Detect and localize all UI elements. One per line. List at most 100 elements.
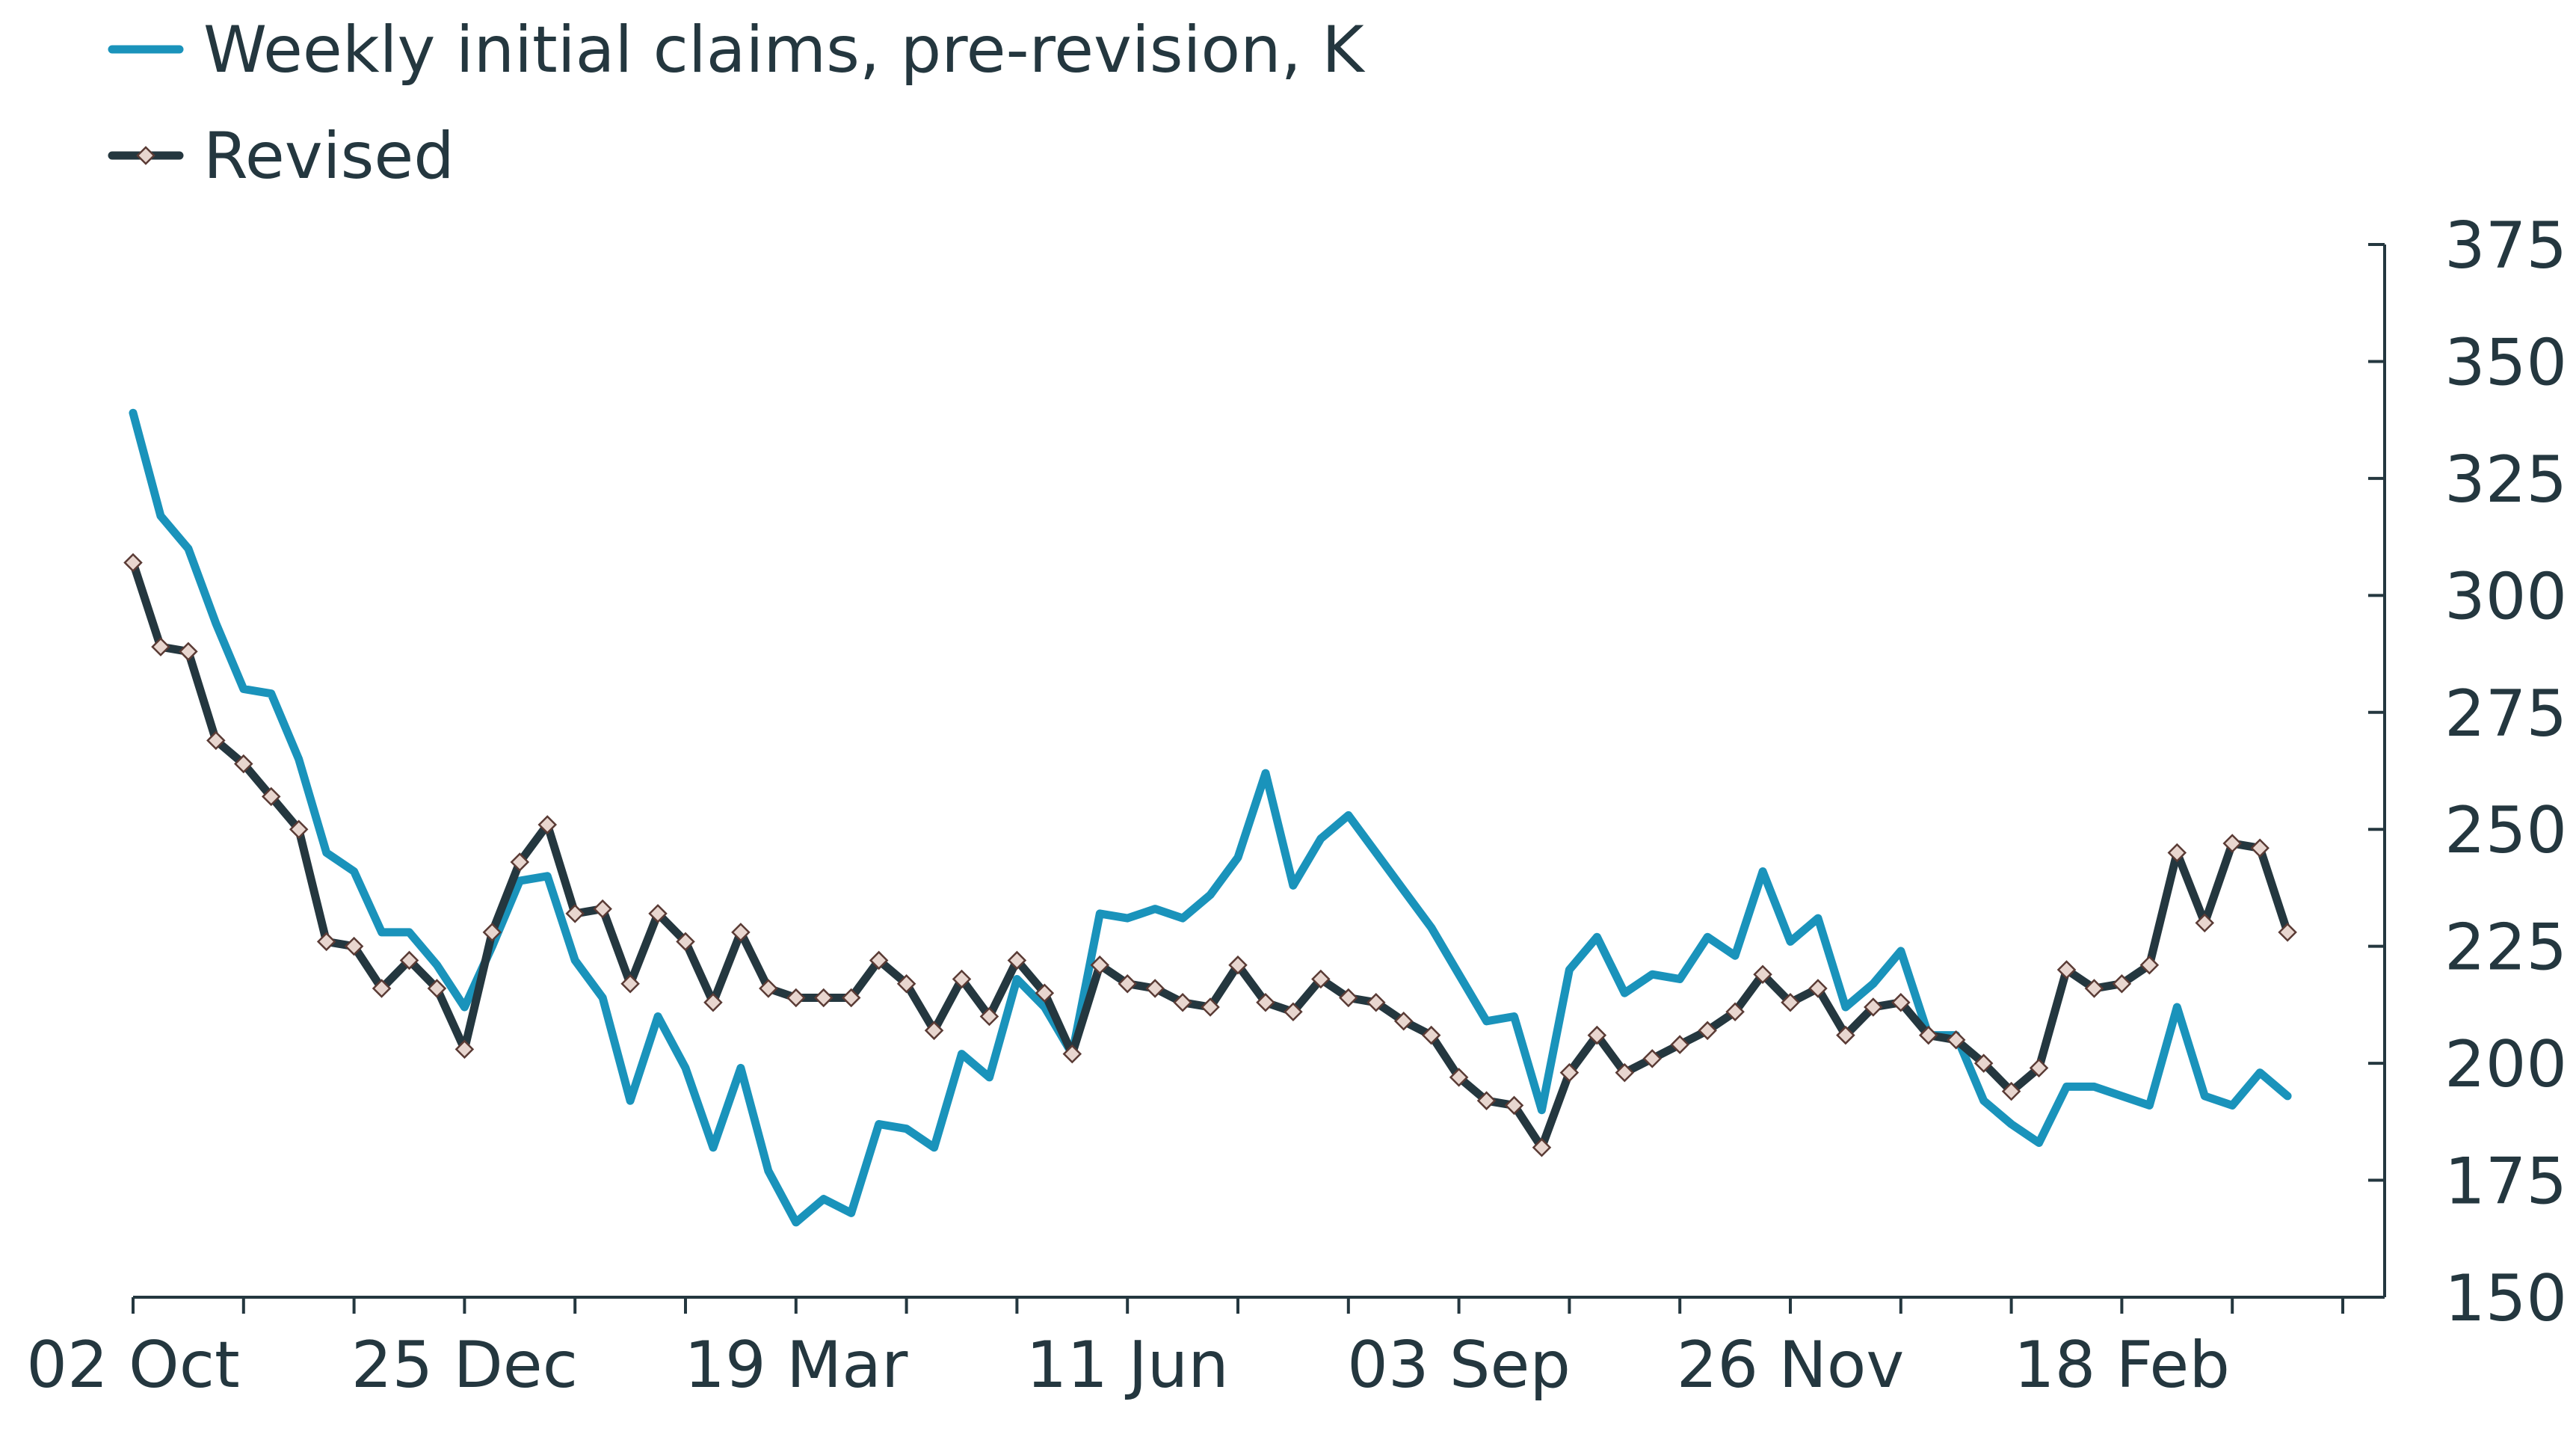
data-point-1 xyxy=(2056,960,2077,979)
data-point-1 xyxy=(2250,838,2270,858)
data-point-1 xyxy=(316,932,336,952)
data-point-1 xyxy=(759,979,778,998)
data-point-1 xyxy=(593,899,612,919)
data-point-1 xyxy=(427,979,447,998)
data-point-1 xyxy=(1670,1035,1689,1054)
data-point-1 xyxy=(1366,992,1386,1012)
data-point-1 xyxy=(2029,1058,2049,1078)
x-tick-label: 11 Jun xyxy=(1026,1328,1229,1403)
data-point-1 xyxy=(1339,988,1358,1008)
data-point-1 xyxy=(1007,950,1027,970)
data-point-1 xyxy=(1891,992,1911,1012)
data-point-1 xyxy=(841,988,861,1008)
data-point-1 xyxy=(813,988,833,1008)
data-point-1 xyxy=(1532,1137,1552,1157)
data-point-1 xyxy=(952,969,972,989)
data-point-1 xyxy=(565,904,585,923)
legend-label-0: Weekly initial claims, pre-revision, K xyxy=(203,13,1366,87)
data-point-1 xyxy=(206,730,226,751)
legend: Weekly initial claims, pre-revision, K Re… xyxy=(108,13,1366,194)
data-point-1 xyxy=(979,1006,999,1027)
data-point-1 xyxy=(2001,1081,2021,1101)
data-point-1 xyxy=(234,754,253,774)
data-point-1 xyxy=(1284,1002,1303,1022)
data-point-1 xyxy=(896,973,916,994)
data-point-1 xyxy=(399,950,419,970)
data-point-1 xyxy=(1393,1012,1414,1031)
data-point-1 xyxy=(676,932,695,952)
data-point-1 xyxy=(1753,965,1772,984)
y-tick-label: 375 xyxy=(2444,209,2567,283)
data-point-1 xyxy=(1836,1025,1855,1045)
data-point-1 xyxy=(1476,1091,1497,1110)
x-tick-label: 26 Nov xyxy=(1677,1328,1905,1403)
data-point-1 xyxy=(869,950,889,970)
data-point-1 xyxy=(289,819,309,839)
x-tick-label: 03 Sep xyxy=(1347,1328,1571,1403)
y-tick-label: 150 xyxy=(2444,1261,2567,1336)
data-point-1 xyxy=(1035,983,1055,1003)
data-point-1 xyxy=(344,936,364,956)
data-point-1 xyxy=(731,923,751,942)
data-point-1 xyxy=(1449,1068,1469,1087)
data-point-1 xyxy=(151,637,170,656)
y-tick-label: 300 xyxy=(2444,559,2567,634)
data-point-1 xyxy=(2084,979,2104,998)
data-point-1 xyxy=(1587,1025,1607,1045)
data-point-1 xyxy=(482,923,502,942)
data-point-1 xyxy=(1201,997,1220,1017)
data-point-1 xyxy=(1090,955,1110,975)
axes: 02 Oct 25 Dec 19 Mar 11 Jun 03 Sep 26 Nov 18 F… xyxy=(26,209,2567,1403)
data-point-1 xyxy=(2167,843,2187,863)
data-point-1 xyxy=(703,992,723,1012)
data-point-1 xyxy=(1725,1002,1745,1022)
data-point-1 xyxy=(123,553,143,573)
y-tick-label: 225 xyxy=(2444,911,2567,985)
series-line-0 xyxy=(129,408,2292,1227)
x-tick-label: 18 Feb xyxy=(2014,1328,2230,1403)
data-point-1 xyxy=(455,1039,475,1059)
x-tick-label: 25 Dec xyxy=(351,1328,578,1403)
data-point-1 xyxy=(1698,1021,1717,1041)
data-point-1 xyxy=(1946,1030,1966,1050)
data-point-1 xyxy=(924,1021,944,1041)
data-point-1 xyxy=(1615,1062,1635,1083)
data-point-1 xyxy=(372,979,392,998)
x-tick-label: 02 Oct xyxy=(26,1328,239,1403)
legend-marker-1 xyxy=(136,146,155,165)
data-point-1 xyxy=(1421,1025,1441,1045)
y-tick-label: 200 xyxy=(2444,1027,2567,1102)
x-tick-label: 19 Mar xyxy=(684,1328,908,1403)
data-point-1 xyxy=(786,988,806,1008)
data-point-1 xyxy=(1973,1053,1994,1073)
data-point-1 xyxy=(1808,979,1828,998)
data-point-1 xyxy=(1504,1095,1524,1116)
y-tick-label: 350 xyxy=(2444,325,2567,400)
data-point-1 xyxy=(1642,1049,1663,1068)
data-point-1 xyxy=(1256,992,1275,1012)
y-tick-label: 325 xyxy=(2444,443,2567,517)
data-point-1 xyxy=(1781,992,1800,1012)
data-point-1 xyxy=(261,787,281,807)
data-point-1 xyxy=(179,642,198,662)
series-layer xyxy=(123,408,2297,1227)
data-point-1 xyxy=(2222,834,2242,853)
data-point-1 xyxy=(1559,1062,1580,1083)
data-point-1 xyxy=(1173,992,1192,1012)
data-point-1 xyxy=(1228,955,1248,975)
data-point-1 xyxy=(1918,1025,1938,1045)
data-point-1 xyxy=(620,973,640,994)
y-tick-label: 250 xyxy=(2444,793,2567,868)
data-point-1 xyxy=(1145,979,1165,998)
y-tick-label: 275 xyxy=(2444,677,2567,751)
data-point-1 xyxy=(2195,913,2215,933)
data-point-1 xyxy=(1864,997,1883,1017)
data-point-1 xyxy=(2112,973,2132,994)
data-point-1 xyxy=(1311,969,1331,989)
data-point-1 xyxy=(2139,955,2160,975)
data-point-1 xyxy=(648,904,668,923)
data-point-1 xyxy=(510,852,530,872)
y-tick-label: 175 xyxy=(2444,1145,2567,1219)
